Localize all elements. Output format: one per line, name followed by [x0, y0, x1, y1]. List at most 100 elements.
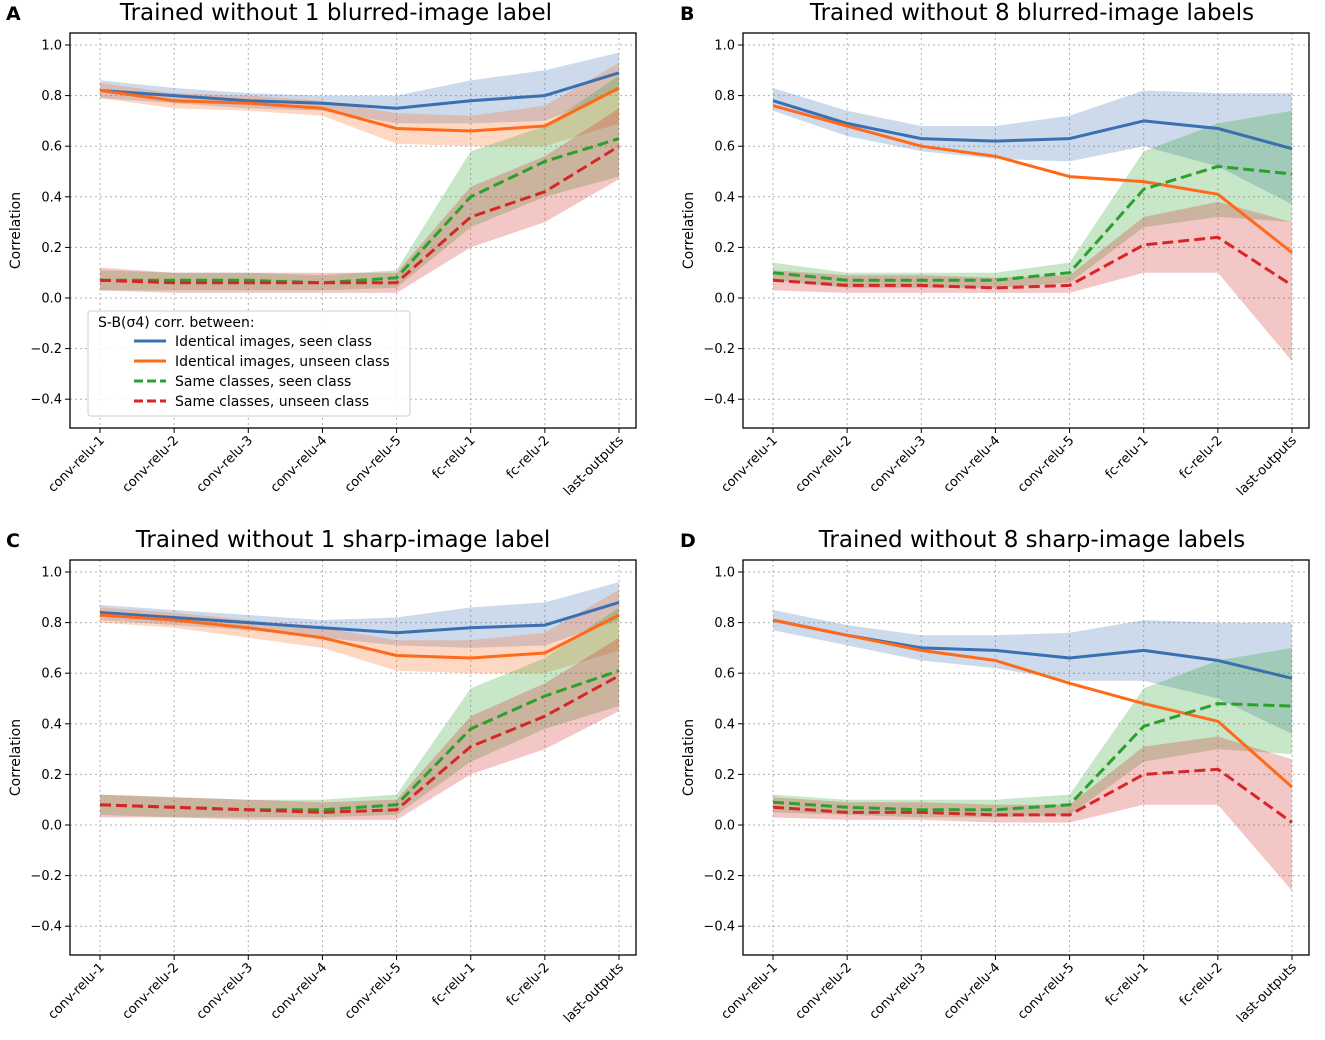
- x-tick-label: conv-relu-4: [941, 433, 1003, 495]
- x-tick-label: conv-relu-5: [342, 960, 404, 1022]
- y-axis-label: Correlation: [8, 192, 24, 269]
- x-tick-label: conv-relu-1: [718, 960, 780, 1022]
- x-tick-label: last-outputs: [1234, 960, 1300, 1026]
- confidence-band: [773, 647, 1292, 818]
- y-tick-label: −0.2: [30, 869, 62, 884]
- x-tick-label: conv-relu-2: [793, 433, 855, 495]
- y-tick-label: 0.4: [714, 717, 735, 732]
- legend-entry-label: Same classes, unseen class: [175, 394, 369, 410]
- confidence-band: [100, 607, 619, 818]
- x-tick-label: conv-relu-4: [268, 433, 330, 495]
- x-tick-label: conv-relu-4: [268, 960, 330, 1022]
- y-tick-label: 1.0: [714, 39, 735, 54]
- x-tick-label: conv-relu-5: [1015, 433, 1077, 495]
- y-tick-label: 1.0: [714, 566, 735, 581]
- x-tick-label: conv-relu-5: [342, 433, 404, 495]
- chart-panel-b: B Trained without 8 blurred-image labels 1…: [680, 0, 1310, 499]
- y-tick-label: 0.2: [714, 768, 735, 783]
- x-tick-label: conv-relu-1: [718, 433, 780, 495]
- x-tick-label: fc-relu-1: [430, 433, 479, 482]
- y-tick-label: −0.4: [703, 393, 735, 408]
- legend-entry-label: Same classes, seen class: [175, 374, 351, 390]
- x-tick-label: conv-relu-1: [45, 960, 107, 1022]
- confidence-band: [100, 52, 619, 124]
- y-tick-label: 0.4: [41, 190, 62, 205]
- confidence-band: [100, 589, 619, 674]
- x-tick-label: fc-relu-1: [1103, 433, 1152, 482]
- axes-frame: [742, 32, 1310, 429]
- x-tick-label: fc-relu-2: [504, 433, 553, 482]
- panel-letter: C: [6, 530, 20, 552]
- series-line: [99, 86, 620, 133]
- x-tick-label: fc-relu-1: [430, 960, 479, 1009]
- x-tick-label: last-outputs: [561, 433, 627, 499]
- x-tick-label: last-outputs: [1234, 433, 1300, 499]
- y-tick-label: −0.2: [30, 342, 62, 357]
- y-tick-label: 0.8: [41, 616, 62, 631]
- y-tick-label: −0.4: [30, 920, 62, 935]
- legend: S-B(σ4) corr. between: Identical images, …: [87, 310, 411, 417]
- panel-letter: A: [6, 3, 21, 25]
- x-tick-label: conv-relu-3: [194, 960, 256, 1022]
- axes-frame: [69, 32, 637, 429]
- y-tick-label: −0.2: [703, 342, 735, 357]
- series-line: [99, 600, 620, 635]
- y-tick-label: 0.6: [41, 667, 62, 682]
- x-tick-label: last-outputs: [561, 960, 627, 1026]
- confidence-band: [100, 62, 619, 147]
- y-tick-label: 0.4: [714, 190, 735, 205]
- series-line: [99, 71, 620, 110]
- confidence-band: [773, 88, 1292, 205]
- x-tick-label: conv-relu-4: [941, 960, 1003, 1022]
- series-line: [772, 235, 1293, 290]
- confidence-band: [100, 75, 619, 291]
- chart-panel-c: C Trained without 1 sharp-image label 1.0 0…: [6, 527, 637, 1026]
- x-tick-label: conv-relu-2: [120, 433, 182, 495]
- series-line: [99, 144, 620, 285]
- y-axis-label: Correlation: [681, 719, 697, 796]
- series-line: [772, 702, 1293, 812]
- series-line: [772, 618, 1293, 789]
- y-tick-label: −0.2: [703, 869, 735, 884]
- axes-frame: [69, 559, 637, 956]
- panel-letter: B: [680, 3, 694, 25]
- panel-title: Trained without 8 blurred-image labels: [809, 0, 1254, 26]
- confidence-band: [773, 110, 1292, 288]
- y-tick-label: 0.6: [41, 140, 62, 155]
- series-line: [99, 674, 620, 814]
- y-tick-label: 0.8: [714, 89, 735, 104]
- x-tick-label: conv-relu-5: [1015, 960, 1077, 1022]
- series-line: [772, 104, 1293, 254]
- confidence-band: [773, 201, 1292, 362]
- x-tick-label: conv-relu-2: [120, 960, 182, 1022]
- series-line: [100, 137, 620, 285]
- y-tick-label: 0.4: [41, 717, 62, 732]
- axes-frame: [742, 559, 1310, 956]
- x-tick-label: fc-relu-2: [1177, 433, 1226, 482]
- y-tick-label: 0.2: [41, 241, 62, 256]
- x-tick-label: conv-relu-1: [45, 433, 107, 495]
- x-tick-label: conv-relu-3: [867, 433, 929, 495]
- y-tick-label: 0.0: [714, 292, 735, 307]
- legend-entry-label: Identical images, unseen class: [175, 354, 390, 370]
- chart-panel-d: D Trained without 8 sharp-image labels 1.0…: [680, 527, 1310, 1026]
- y-tick-label: 0.0: [41, 292, 62, 307]
- legend-box: [87, 310, 411, 417]
- series-line: [772, 767, 1293, 824]
- panel-title: Trained without 1 blurred-image label: [119, 0, 552, 26]
- y-tick-label: 0.0: [714, 819, 735, 834]
- y-tick-label: 0.6: [714, 667, 735, 682]
- panel-title: Trained without 1 sharp-image label: [135, 527, 551, 553]
- y-tick-label: −0.4: [703, 920, 735, 935]
- y-tick-label: 0.6: [714, 140, 735, 155]
- x-tick-label: conv-relu-3: [867, 960, 929, 1022]
- x-tick-label: fc-relu-2: [1177, 960, 1226, 1009]
- y-tick-label: 1.0: [41, 566, 62, 581]
- legend-entry-label: Identical images, seen class: [175, 334, 372, 350]
- legend-title: S-B(σ4) corr. between:: [98, 315, 255, 331]
- y-axis-label: Correlation: [681, 192, 697, 269]
- y-tick-label: 0.0: [41, 819, 62, 834]
- y-tick-label: −0.4: [30, 393, 62, 408]
